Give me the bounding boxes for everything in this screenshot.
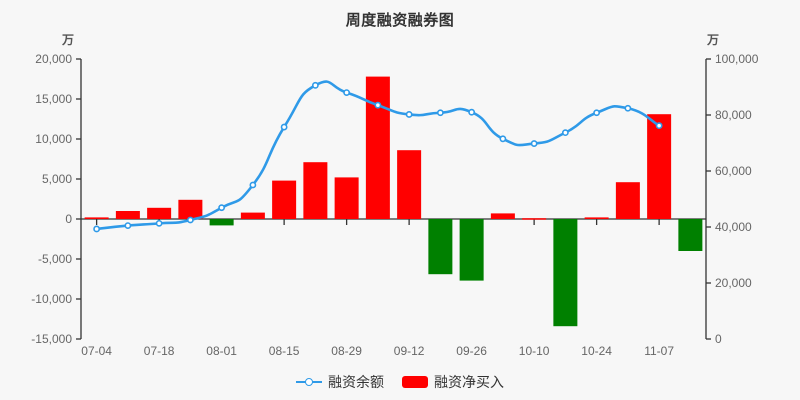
x-axis-tick-label: 07-04: [81, 344, 112, 358]
bar: [647, 114, 672, 219]
line-marker: [593, 109, 601, 117]
bar: [365, 76, 390, 219]
line-marker: [280, 123, 288, 131]
left-axis-tick-label: -15,000: [31, 332, 72, 346]
x-axis-tick-label: 08-01: [206, 344, 237, 358]
bar: [303, 162, 328, 219]
right-axis-tick-label: 0: [715, 332, 722, 346]
line-marker: [405, 111, 413, 118]
x-axis-tick-label: 10-10: [518, 344, 550, 358]
bar: [147, 207, 172, 219]
x-axis-tick-label: 08-29: [331, 344, 362, 358]
line-marker: [655, 122, 663, 130]
bar: [272, 180, 297, 219]
chart-title: 周度融资融券图: [345, 12, 455, 29]
bar: [553, 219, 578, 327]
x-axis-tick-label: 10-24: [581, 344, 612, 358]
left-axis-tick-label: -5,000: [37, 252, 72, 266]
x-axis-tick-label: 08-15: [268, 344, 300, 358]
x-axis-tick-label: 11-07: [644, 344, 675, 358]
bar: [678, 219, 703, 251]
bar: [178, 199, 203, 219]
left-axis-unit-label: 万: [62, 33, 75, 47]
x-axis-tick-label: 09-12: [393, 344, 425, 358]
line-marker: [93, 225, 101, 233]
bar: [240, 212, 265, 219]
line-series: [93, 80, 663, 233]
line-marker: [218, 204, 226, 212]
legend-bar-swatch-icon: [402, 376, 428, 388]
x-axis-tick-label: 09-26: [456, 344, 487, 358]
right-axis-tick-label: 60,000: [715, 164, 752, 178]
right-axis-tick-label: 20,000: [715, 276, 752, 290]
bar: [584, 217, 609, 219]
legend-line-icon: [296, 376, 322, 388]
legend-label-rongzi-jingmairu: 融资净买入: [434, 374, 504, 390]
right-axis-unit-label: 万: [707, 33, 720, 47]
line-marker: [624, 104, 632, 112]
axes: [76, 58, 711, 340]
bar: [397, 150, 422, 219]
bar: [84, 217, 109, 219]
line-marker: [186, 216, 194, 224]
right-axis-tick-label: 100,000: [715, 52, 759, 66]
right-axis-tick-label: 40,000: [715, 220, 752, 234]
line-marker: [311, 81, 319, 89]
bar: [615, 182, 640, 219]
left-axis-tick-label: 5,000: [41, 172, 72, 186]
line-marker: [124, 222, 132, 229]
legend-item-rongzi-yuer[interactable]: 融资余额: [296, 372, 384, 392]
legend-label-rongzi-yuer: 融资余额: [328, 374, 384, 390]
line-marker: [561, 129, 569, 137]
line-marker: [249, 181, 257, 189]
line-marker: [374, 101, 382, 109]
bar: [115, 211, 140, 219]
bar: [209, 219, 234, 226]
left-axis-tick-label: -10,000: [31, 292, 72, 306]
line-marker: [436, 109, 444, 117]
bar-series: [84, 76, 703, 327]
chart-legend: 融资余额 融资净买入: [0, 372, 800, 392]
legend-item-rongzi-jingmairu[interactable]: 融资净买入: [402, 372, 504, 392]
bar: [459, 219, 484, 281]
line-marker: [530, 140, 538, 147]
line-marker: [155, 219, 163, 227]
bar: [522, 218, 547, 220]
left-axis-tick-label: 15,000: [35, 92, 72, 106]
bar: [334, 177, 359, 219]
line-marker: [468, 108, 476, 116]
bar: [490, 213, 515, 219]
line-marker: [343, 89, 351, 96]
x-axis-tick-label: 07-18: [143, 344, 175, 358]
right-axis-tick-label: 80,000: [715, 108, 752, 122]
bar: [428, 219, 453, 275]
line-marker: [499, 135, 507, 143]
left-axis-tick-label: 0: [65, 212, 72, 226]
left-axis-tick-label: 20,000: [35, 52, 72, 66]
left-axis-tick-label: 10,000: [35, 132, 72, 146]
